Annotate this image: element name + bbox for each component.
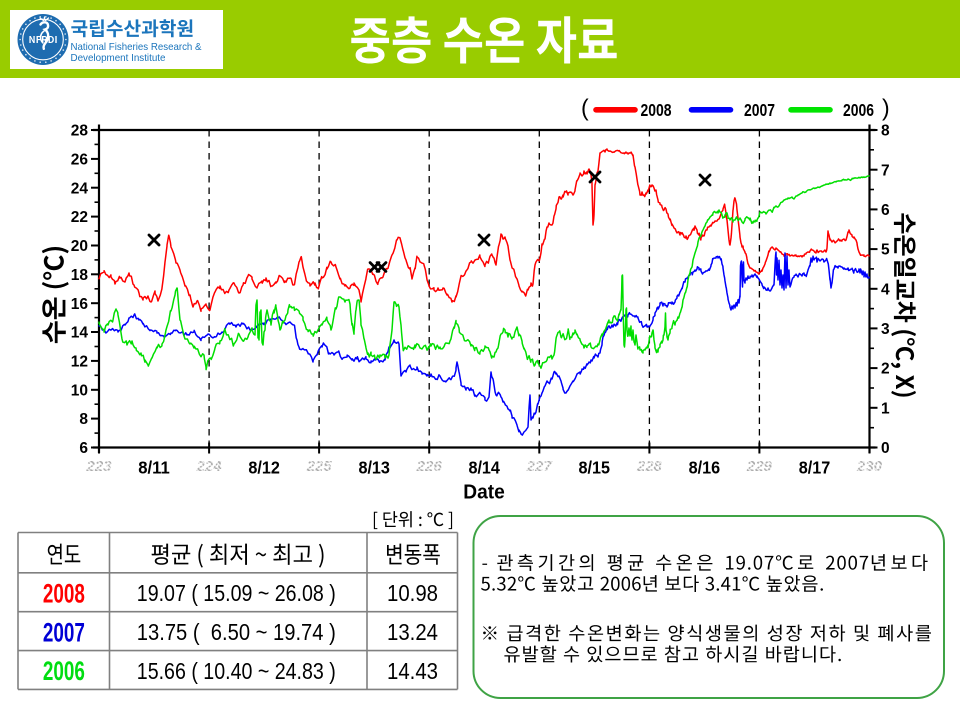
svg-text:2006: 2006 xyxy=(43,656,85,686)
svg-text:National Fisheries Research &: National Fisheries Research & xyxy=(71,42,202,53)
svg-text:0: 0 xyxy=(881,440,890,457)
svg-text:8/15: 8/15 xyxy=(579,458,611,478)
svg-text:8/12: 8/12 xyxy=(248,458,280,478)
svg-text:Development Institute: Development Institute xyxy=(71,53,166,64)
svg-text:26: 26 xyxy=(71,152,89,169)
svg-text:3: 3 xyxy=(881,321,890,338)
svg-text:8/16: 8/16 xyxy=(689,458,721,478)
svg-text:19.07 ( 15.09 ~ 26.08 ): 19.07 ( 15.09 ~ 26.08 ) xyxy=(137,580,336,606)
svg-text:22: 22 xyxy=(71,209,88,226)
svg-text:226: 226 xyxy=(416,458,443,475)
svg-text:2007: 2007 xyxy=(744,100,775,120)
svg-text:5: 5 xyxy=(881,242,890,259)
svg-text:): ) xyxy=(882,95,890,121)
svg-text:14: 14 xyxy=(71,325,89,342)
svg-text:228: 228 xyxy=(636,458,663,475)
svg-text:224: 224 xyxy=(196,458,223,475)
svg-text:225: 225 xyxy=(306,458,333,475)
svg-text:10.98: 10.98 xyxy=(387,580,438,606)
svg-text:Date: Date xyxy=(463,482,505,504)
svg-text:28: 28 xyxy=(71,123,89,140)
svg-text:8/14: 8/14 xyxy=(468,458,500,478)
svg-text:8: 8 xyxy=(79,411,88,428)
svg-text:15.66 ( 10.40 ~ 24.83 ): 15.66 ( 10.40 ~ 24.83 ) xyxy=(137,658,336,684)
svg-text:20: 20 xyxy=(71,238,88,255)
svg-text:10: 10 xyxy=(71,382,88,399)
svg-text:7: 7 xyxy=(881,162,890,179)
svg-text:2006: 2006 xyxy=(843,100,874,120)
svg-text:13.24: 13.24 xyxy=(387,619,438,645)
svg-text:2: 2 xyxy=(881,361,890,378)
svg-text:8/13: 8/13 xyxy=(358,458,390,478)
svg-text:2007: 2007 xyxy=(43,617,85,647)
svg-text:24: 24 xyxy=(71,180,89,197)
svg-text:6: 6 xyxy=(79,440,88,457)
svg-text:1: 1 xyxy=(881,400,890,417)
svg-text:6: 6 xyxy=(881,202,890,219)
svg-text:8/11: 8/11 xyxy=(138,458,170,478)
svg-text:2008: 2008 xyxy=(641,100,672,120)
svg-text:223: 223 xyxy=(85,458,112,475)
svg-text:13.75 ( 6.50 ~ 19.74 ): 13.75 ( 6.50 ~ 19.74 ) xyxy=(137,619,336,645)
svg-text:8/17: 8/17 xyxy=(799,458,831,478)
svg-text:4: 4 xyxy=(881,281,890,298)
svg-text:8: 8 xyxy=(881,123,890,140)
svg-text:(: ( xyxy=(581,95,589,121)
svg-text:16: 16 xyxy=(71,296,89,313)
svg-text:12: 12 xyxy=(71,354,88,371)
svg-text:2008: 2008 xyxy=(43,578,85,608)
svg-text:230: 230 xyxy=(856,458,883,475)
svg-text:227: 227 xyxy=(526,458,553,475)
svg-text:14.43: 14.43 xyxy=(387,658,438,684)
svg-text:18: 18 xyxy=(71,267,89,284)
svg-text:229: 229 xyxy=(746,458,773,475)
